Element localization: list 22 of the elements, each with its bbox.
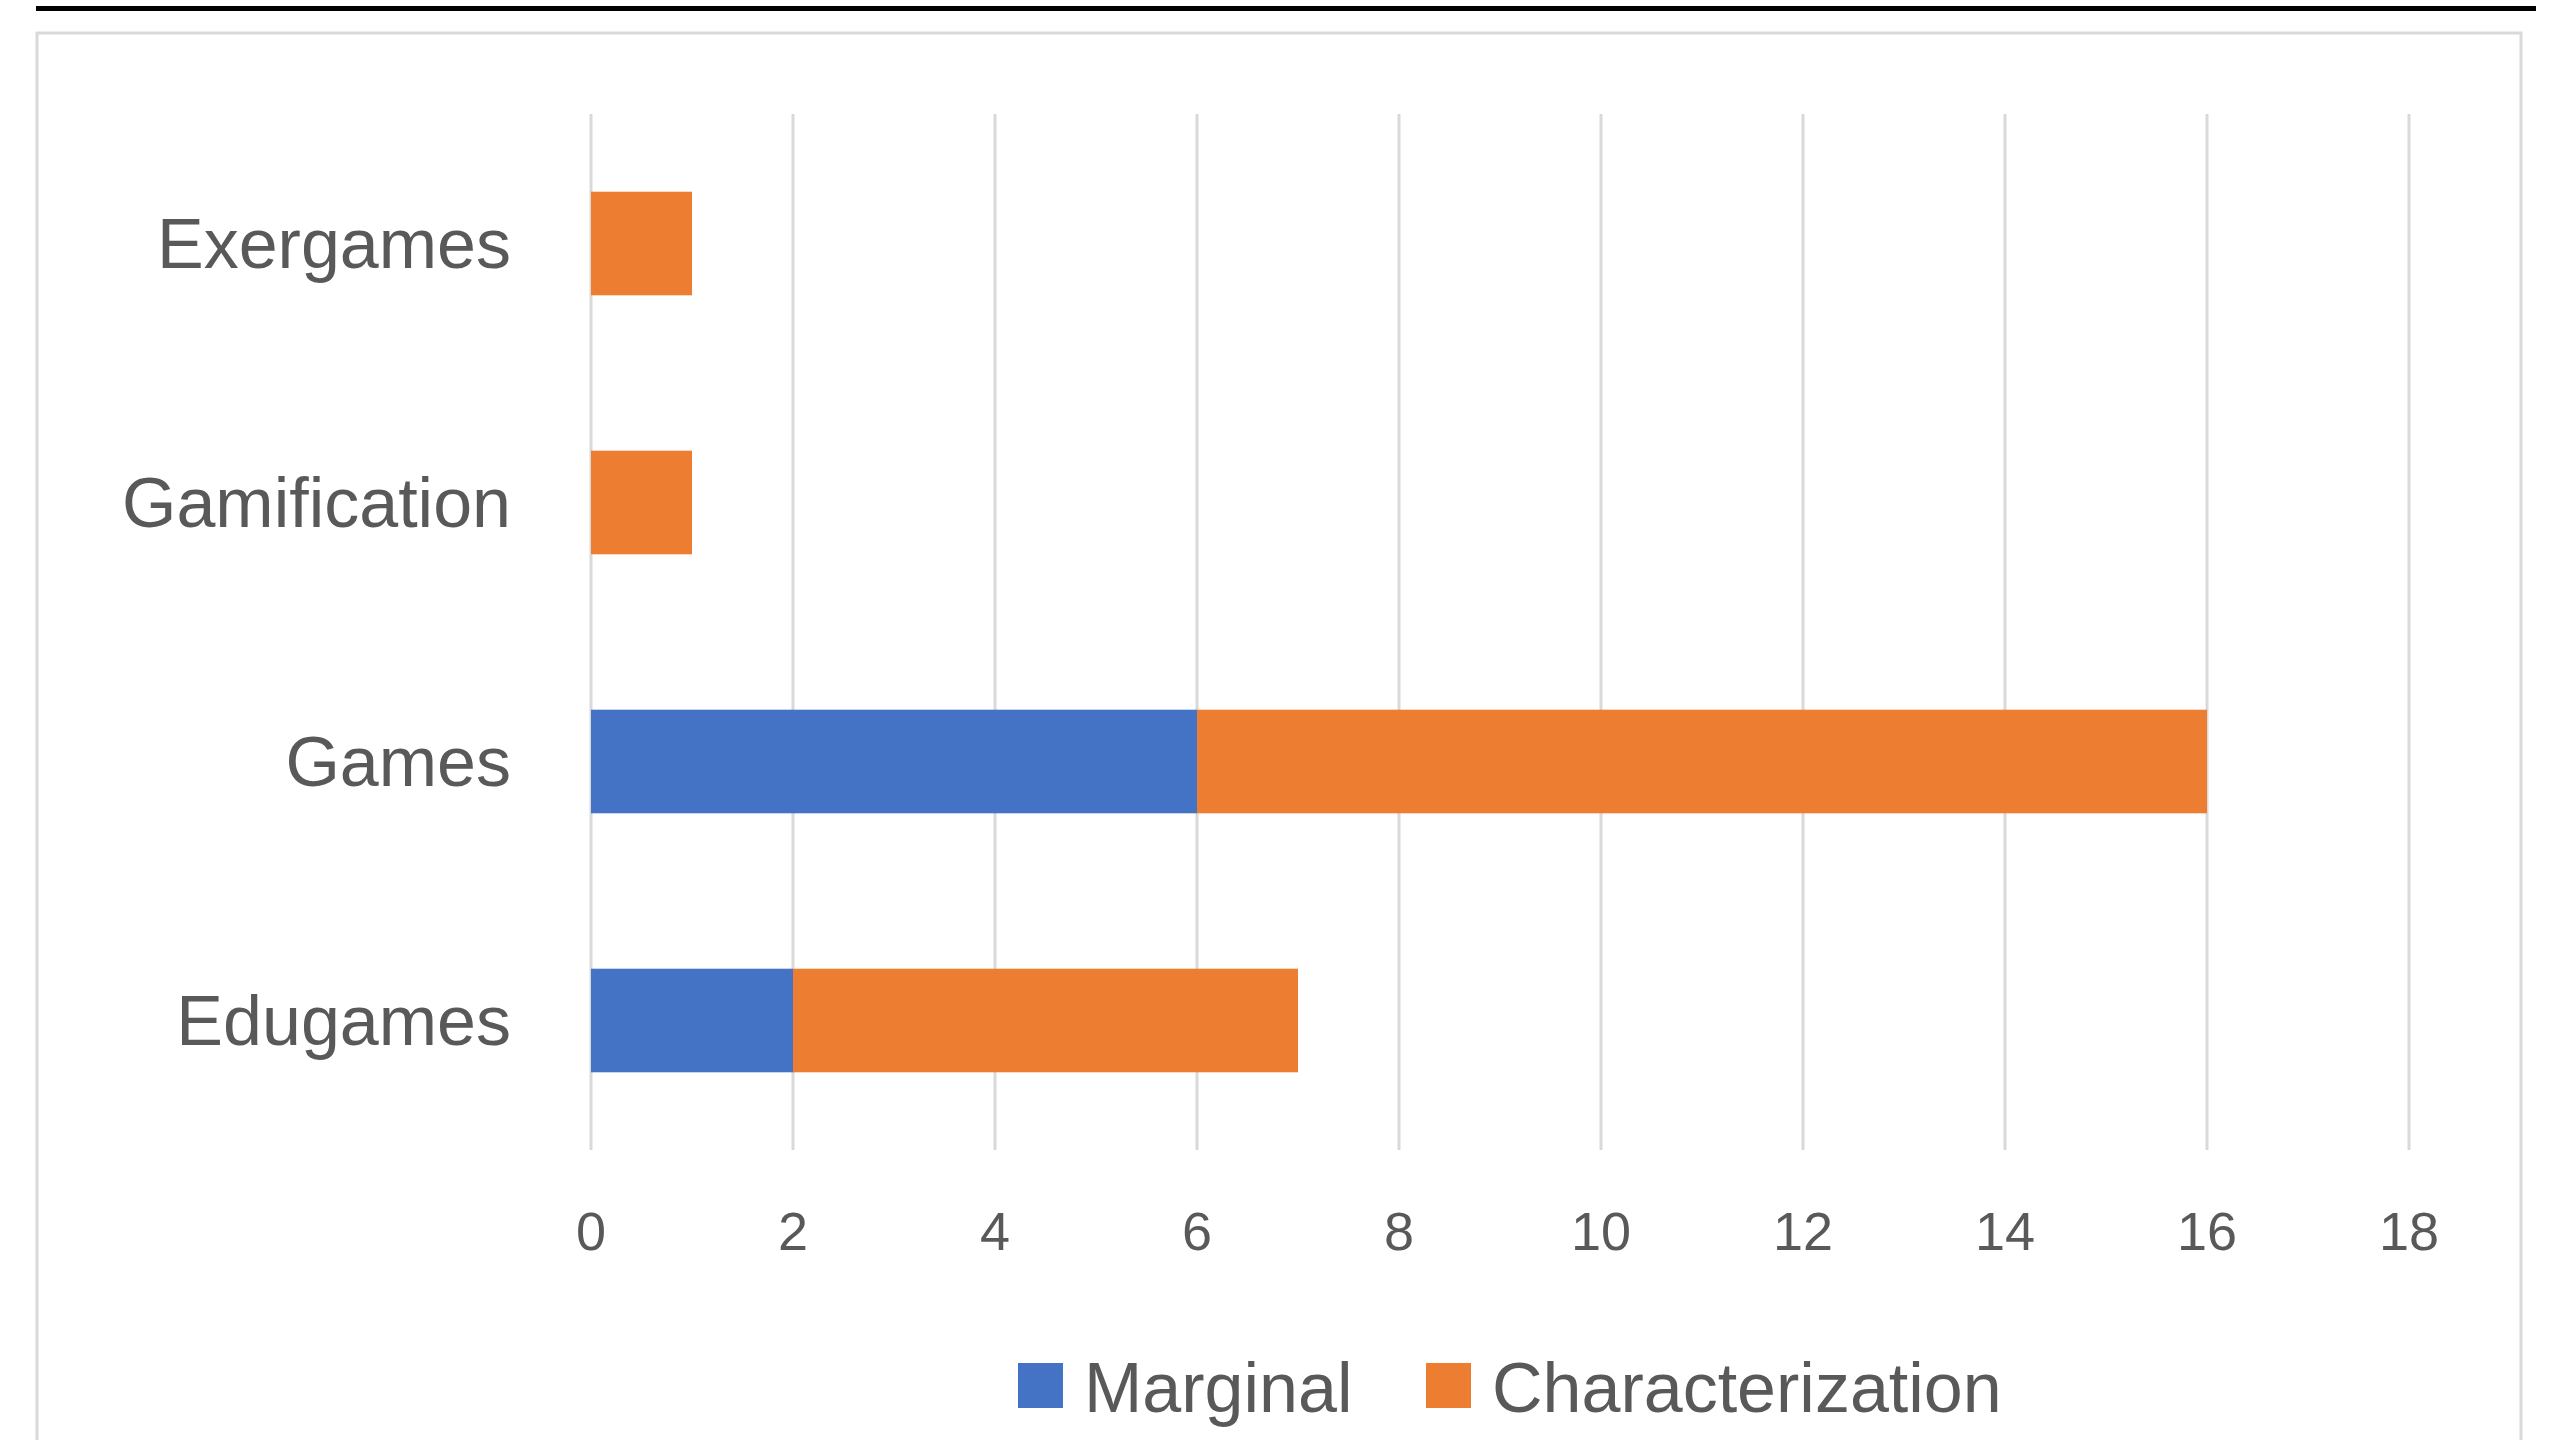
x-tick-label: 10 [1570,1201,1632,1261]
x-tick-label: 8 [1383,1201,1415,1261]
x-tick-label: 4 [979,1201,1011,1261]
x-tick-label: 12 [1772,1201,1834,1261]
bar [793,968,1298,1073]
y-tick-label: Edugames [176,982,511,1060]
bar [591,450,692,555]
legend-label: Marginal [1084,1348,1353,1427]
bar [1197,709,2207,814]
y-tick-label: Exergames [156,205,511,283]
x-tick-label: 14 [1974,1201,2036,1261]
x-tick-label: 6 [1181,1201,1213,1261]
x-tick-label: 2 [777,1201,809,1261]
y-tick-label: Games [285,723,511,801]
x-tick-label: 16 [2176,1201,2238,1261]
x-tick-label: 18 [2378,1201,2440,1261]
legend-label: Characterization [1492,1348,2002,1427]
bar [591,709,1197,814]
bar [591,191,692,296]
y-tick-label: Gamification [121,464,511,542]
x-tick-label: 0 [575,1201,607,1261]
bar [591,968,793,1073]
